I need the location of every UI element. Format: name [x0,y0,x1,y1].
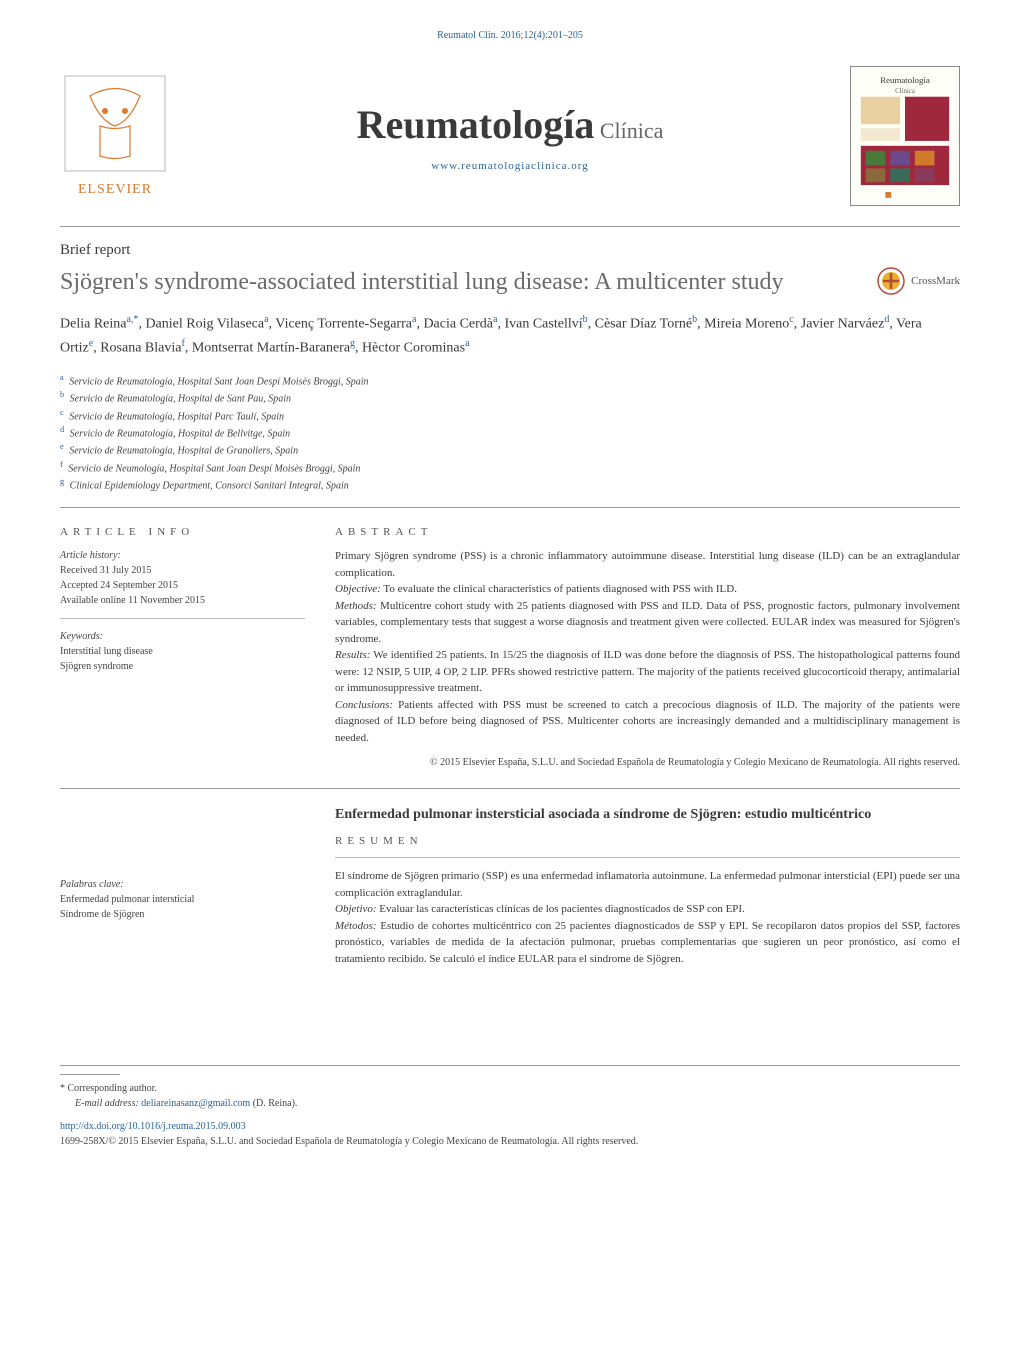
page-footer: * Corresponding author. E-mail address: … [60,1065,960,1149]
crossmark-icon [877,267,905,295]
elsevier-logo: ELSEVIER [60,71,170,201]
spanish-abstract-column: Enfermedad pulmonar instersticial asocia… [335,807,960,967]
journal-header: ELSEVIER Reumatología Clínica www.reumat… [60,66,960,227]
article-info-column: ARTICLE INFO Article history: Received 3… [60,526,305,770]
info-abstract-row: ARTICLE INFO Article history: Received 3… [60,526,960,789]
crossmark-badge[interactable]: CrossMark [877,267,960,295]
svg-text:Clínica: Clínica [895,88,915,95]
crossmark-label: CrossMark [911,275,960,287]
abstract-heading: ABSTRACT [335,526,960,538]
doi-link[interactable]: http://dx.doi.org/10.1016/j.reuma.2015.0… [60,1121,246,1132]
article-type: Brief report [60,242,960,259]
resumen-heading: RESUMEN [335,835,960,847]
doi-line: http://dx.doi.org/10.1016/j.reuma.2015.0… [60,1119,960,1134]
article-title: Sjögren's syndrome-associated interstiti… [60,267,857,297]
issn-copyright: 1699-258X/© 2015 Elsevier España, S.L.U.… [60,1134,960,1149]
journal-title-block: Reumatología Clínica www.reumatologiacli… [170,101,850,172]
svg-text:ELSEVIER: ELSEVIER [78,182,152,197]
corresponding-email-link[interactable]: deliareinasanz@gmail.com [141,1098,250,1109]
journal-cover-thumbnail: Reumatología Clínica [850,66,960,206]
footer-divider [60,1074,120,1075]
journal-url[interactable]: www.reumatologiaclinica.org [170,160,850,172]
title-row: Sjögren's syndrome-associated interstiti… [60,267,960,297]
journal-title: Reumatología Clínica [170,101,850,148]
article-history: Article history: Received 31 July 2015 A… [60,548,305,619]
abstract-column: ABSTRACT Primary Sjögren syndrome (PSS) … [335,526,960,770]
affiliations-list: a Servicio de Reumatología, Hospital San… [60,372,960,508]
spanish-keywords-column: Palabras clave: Enfermedad pulmonar inte… [60,807,305,967]
abstract-copyright: © 2015 Elsevier España, S.L.U. and Socie… [335,756,960,770]
journal-citation: Reumatol Clin. 2016;12(4):201–205 [60,30,960,41]
palabras-clave-block: Palabras clave: Enfermedad pulmonar inte… [60,877,305,922]
abstract-body: Primary Sjögren syndrome (PSS) is a chro… [335,548,960,746]
corresponding-email-line: E-mail address: deliareinasanz@gmail.com… [60,1096,960,1111]
spanish-section: Palabras clave: Enfermedad pulmonar inte… [60,807,960,985]
authors-list: Delia Reinaa,*, Daniel Roig Vilasecaa, V… [60,312,960,360]
spanish-title: Enfermedad pulmonar instersticial asocia… [335,807,960,823]
corresponding-author: * Corresponding author. [60,1081,960,1096]
article-info-heading: ARTICLE INFO [60,526,305,538]
resumen-body: El síndrome de Sjögren primario (SSP) es… [335,857,960,967]
keywords-block: Keywords: Interstitial lung diseaseSjögr… [60,629,305,674]
svg-text:Reumatología: Reumatología [880,75,930,85]
